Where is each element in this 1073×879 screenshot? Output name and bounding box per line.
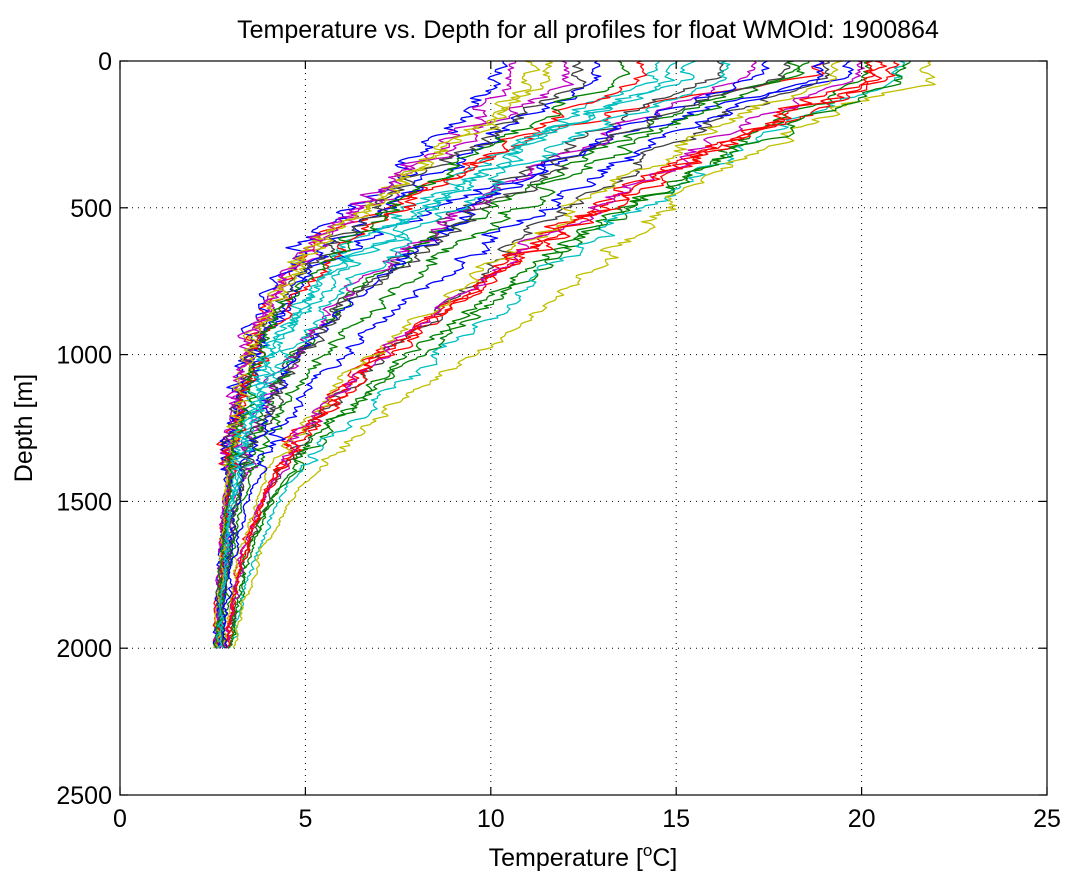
- x-tick-label: 25: [1033, 805, 1061, 833]
- profile-line-6: [233, 60, 936, 649]
- profile-line-23: [227, 60, 911, 649]
- profile-line-4: [228, 60, 906, 649]
- y-axis-label: Depth [m]: [10, 374, 38, 482]
- plot-frame: [119, 60, 1048, 796]
- x-tick-label: 20: [848, 805, 876, 833]
- x-axis-label-prefix: Temperature [: [489, 844, 643, 872]
- x-tick-label: 0: [113, 805, 127, 833]
- profile-line-27: [214, 60, 553, 649]
- profile-line-30: [213, 60, 631, 649]
- profile-line-22: [215, 60, 770, 649]
- x-tick-label: 15: [662, 805, 690, 833]
- y-tick-label: 2000: [56, 635, 112, 663]
- y-tick-label: 500: [70, 195, 112, 223]
- x-tick-label: 5: [298, 805, 312, 833]
- profile-line-32: [216, 60, 679, 649]
- x-axis-label: Temperature [oC]: [489, 841, 678, 872]
- x-tick-label: 10: [477, 805, 505, 833]
- chart-title: Temperature vs. Depth for all profiles f…: [237, 16, 939, 44]
- grid-lines: [120, 61, 1047, 795]
- profile-line-19: [213, 60, 517, 649]
- y-tick-label: 1500: [56, 488, 112, 516]
- profile-line-31: [225, 60, 876, 649]
- profile-lines: [212, 60, 936, 649]
- profile-line-29: [222, 60, 825, 649]
- x-axis-label-suffix: C]: [652, 844, 677, 872]
- y-tick-label: 2500: [56, 782, 112, 810]
- y-tick-label: 0: [98, 48, 112, 76]
- profile-line-25: [218, 60, 731, 649]
- axis-ticks: 0 5 10 15 20 25 0 500 1000 1500 2000 2500: [56, 48, 1061, 833]
- profile-line-10: [224, 60, 887, 649]
- y-tick-label: 1000: [56, 342, 112, 370]
- x-axis-label-superscript: o: [643, 841, 652, 860]
- profile-line-14: [224, 60, 831, 649]
